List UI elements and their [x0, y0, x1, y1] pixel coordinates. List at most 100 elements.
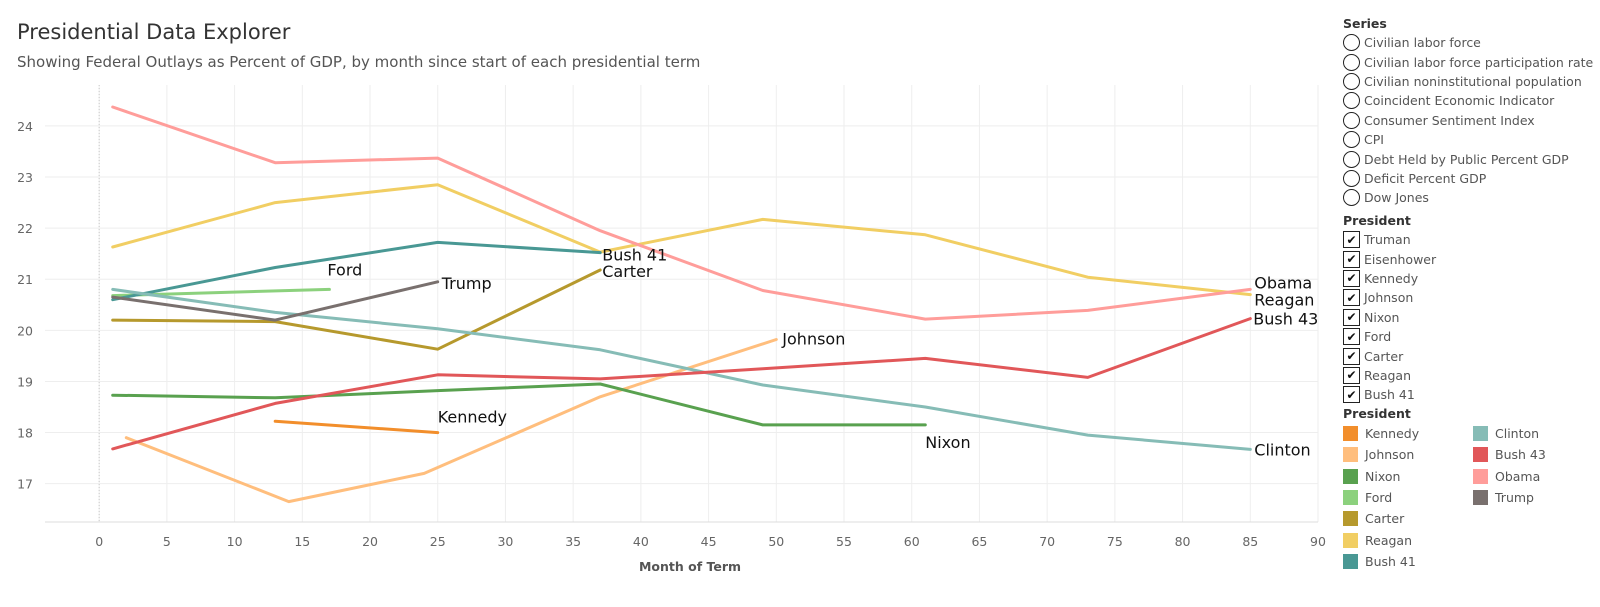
radio-button[interactable] — [1343, 72, 1360, 90]
x-tick-label: 35 — [565, 534, 581, 549]
radio-button[interactable] — [1343, 34, 1360, 52]
legend-label: Kennedy — [1365, 426, 1420, 442]
x-tick-label: 75 — [1107, 534, 1123, 549]
president-filter-option[interactable]: ✔ Ford — [1343, 327, 1593, 346]
president-filter-option[interactable]: ✔ Kennedy — [1343, 269, 1593, 288]
series-panel-title: Series — [1343, 16, 1387, 31]
legend-swatch — [1473, 490, 1488, 506]
legend-item: Kennedy — [1343, 423, 1473, 444]
legend-label: Bush 41 — [1365, 553, 1416, 569]
legend-item: Nixon — [1343, 466, 1473, 487]
page-subtitle: Showing Federal Outlays as Percent of GD… — [17, 53, 701, 71]
series-option[interactable]: CPI — [1343, 130, 1593, 149]
y-tick-label: 23 — [17, 170, 33, 185]
legend-swatch — [1343, 468, 1358, 484]
legend-label: Carter — [1365, 511, 1405, 527]
checkbox[interactable]: ✔ — [1343, 386, 1360, 404]
legend-swatch — [1343, 511, 1358, 527]
x-tick-label: 80 — [1175, 534, 1191, 549]
x-tick-label: 55 — [836, 534, 852, 549]
series-end-label: Carter — [602, 262, 653, 281]
legend-item: Ford — [1343, 487, 1473, 508]
x-tick-label: 25 — [430, 534, 446, 549]
series-option[interactable]: Debt Held by Public Percent GDP — [1343, 149, 1593, 168]
series-line-reagan — [111, 183, 1252, 297]
radio-button[interactable] — [1343, 111, 1360, 129]
x-tick-label: 40 — [633, 534, 649, 549]
radio-button[interactable] — [1343, 169, 1360, 187]
x-tick-label: 5 — [163, 534, 171, 549]
radio-button[interactable] — [1343, 131, 1360, 149]
series-line-kennedy — [273, 419, 440, 435]
checkbox[interactable]: ✔ — [1343, 347, 1360, 365]
series-panel: Series Civilian labor force Civilian labo… — [1343, 16, 1593, 213]
president-filter-label: Reagan — [1364, 367, 1411, 383]
president-filter-option[interactable]: ✔ Eisenhower — [1343, 249, 1593, 268]
checkbox[interactable]: ✔ — [1343, 366, 1360, 384]
series-option[interactable]: Civilian noninstitutional population — [1343, 72, 1593, 91]
legend-item: Bush 43 — [1473, 444, 1593, 465]
legend-label: Johnson — [1365, 447, 1415, 463]
series-option-label: Coincident Economic Indicator — [1364, 93, 1555, 109]
series-option[interactable]: Deficit Percent GDP — [1343, 169, 1593, 188]
legend-item: Johnson — [1343, 444, 1473, 465]
president-filter-list[interactable]: ✔ Truman ✔ Eisenhower ✔ Kennedy ✔ Johnson ✔ Nixon… — [1343, 230, 1593, 406]
president-filter-title: President — [1343, 213, 1411, 228]
legend-label: Obama — [1495, 468, 1541, 484]
president-filter-option[interactable]: ✔ Truman — [1343, 230, 1593, 249]
series-end-label: Johnson — [781, 330, 845, 349]
legend-item: Bush 41 — [1343, 551, 1473, 572]
checkbox[interactable]: ✔ — [1343, 250, 1360, 268]
checkbox[interactable]: ✔ — [1343, 289, 1360, 307]
y-tick-label: 22 — [17, 221, 33, 236]
series-option[interactable]: Civilian labor force — [1343, 33, 1593, 52]
series-end-label: Ford — [327, 260, 362, 279]
legend-grid: Kennedy Johnson Nixon Ford Carter Reagan Bush … — [1343, 423, 1593, 572]
legend-swatch — [1343, 553, 1358, 569]
series-line-carter — [111, 268, 602, 351]
series-option-label: Civilian labor force — [1364, 35, 1481, 51]
legend-label: Ford — [1365, 490, 1393, 506]
legend-swatch — [1343, 532, 1358, 548]
x-tick-label: 20 — [362, 534, 378, 549]
series-end-label: Nixon — [925, 433, 970, 452]
x-tick-label: 60 — [904, 534, 920, 549]
y-tick-label: 20 — [17, 323, 33, 338]
legend-label: Reagan — [1365, 532, 1412, 548]
president-filter-option[interactable]: ✔ Carter — [1343, 346, 1593, 365]
checkbox[interactable]: ✔ — [1343, 328, 1360, 346]
radio-button[interactable] — [1343, 53, 1360, 71]
president-filter-option[interactable]: ✔ Nixon — [1343, 308, 1593, 327]
series-end-label: Bush 43 — [1253, 310, 1318, 329]
series-option[interactable]: Consumer Sentiment Index — [1343, 111, 1593, 130]
president-filter-label: Ford — [1364, 329, 1392, 345]
series-option[interactable]: Civilian labor force participation rate — [1343, 52, 1593, 71]
radio-button[interactable] — [1343, 150, 1360, 168]
president-filter-option[interactable]: ✔ Bush 41 — [1343, 385, 1593, 404]
x-tick-label: 85 — [1242, 534, 1258, 549]
series-line-nixon — [111, 382, 927, 427]
legend-item: Trump — [1473, 487, 1593, 508]
series-end-label: Obama — [1254, 273, 1312, 292]
president-filter-option[interactable]: ✔ Reagan — [1343, 366, 1593, 385]
series-end-label: Reagan — [1254, 291, 1314, 310]
radio-button[interactable] — [1343, 92, 1360, 110]
legend-swatch — [1473, 426, 1488, 442]
series-list[interactable]: Civilian labor force Civilian labor force… — [1343, 33, 1593, 213]
checkbox[interactable]: ✔ — [1343, 231, 1360, 249]
legend-swatch — [1343, 426, 1358, 442]
president-filter-option[interactable]: ✔ Johnson — [1343, 288, 1593, 307]
checkbox[interactable]: ✔ — [1343, 308, 1360, 326]
color-legend-title: President — [1343, 406, 1411, 421]
series-line-obama — [111, 105, 1252, 321]
checkbox[interactable]: ✔ — [1343, 269, 1360, 287]
legend-swatch — [1343, 490, 1358, 506]
legend-label: Clinton — [1495, 426, 1540, 442]
president-filter: President ✔ Truman ✔ Eisenhower ✔ Kennedy ✔ Joh… — [1343, 213, 1593, 406]
series-option[interactable]: Coincident Economic Indicator — [1343, 91, 1593, 110]
color-legend: President Kennedy Johnson Nixon Ford Carter R… — [1343, 406, 1593, 572]
series-option[interactable]: Dow Jones — [1343, 188, 1593, 207]
line-chart: 0 5 10 15 20 25 30 35 40 45 50 55 60 65 70 75 80 85 90 17 18… — [17, 85, 1326, 574]
series-line-johnson — [124, 338, 778, 504]
radio-button[interactable] — [1343, 189, 1360, 207]
